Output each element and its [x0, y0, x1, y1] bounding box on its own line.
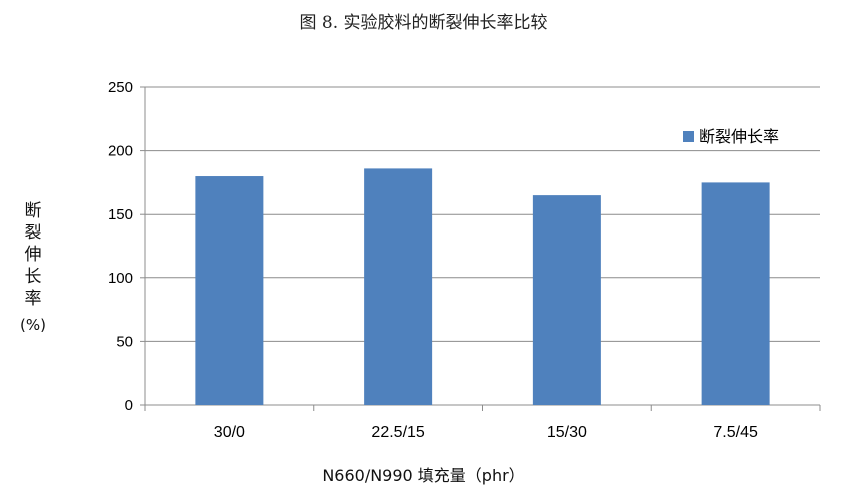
x-tick-label: 7.5/45 — [713, 424, 758, 441]
bar — [364, 168, 433, 405]
x-tick-label: 22.5/15 — [371, 424, 424, 441]
y-axis-label: 断裂伸长率 — [24, 201, 42, 309]
legend-swatch — [683, 131, 694, 142]
x-axis-title: N660/N990 填充量（phr） — [322, 466, 525, 485]
y-tick-label: 50 — [116, 333, 133, 350]
bar — [532, 195, 601, 405]
legend-label: 断裂伸长率 — [699, 128, 779, 146]
y-axis-title: 断裂伸长率 (%) — [18, 200, 48, 336]
y-tick-label: 250 — [108, 79, 133, 96]
x-tick-label: 30/0 — [214, 424, 245, 441]
bar — [195, 176, 264, 405]
y-tick-label: 200 — [108, 143, 133, 160]
y-tick-label: 150 — [108, 206, 133, 223]
y-tick-label: 0 — [125, 397, 133, 414]
x-tick-label: 15/30 — [547, 424, 587, 441]
y-tick-label: 100 — [108, 270, 133, 287]
bar — [701, 182, 770, 405]
chart-title: 图 8. 实验胶料的断裂伸长率比较 — [299, 13, 548, 33]
y-axis-unit: (%) — [20, 316, 46, 334]
